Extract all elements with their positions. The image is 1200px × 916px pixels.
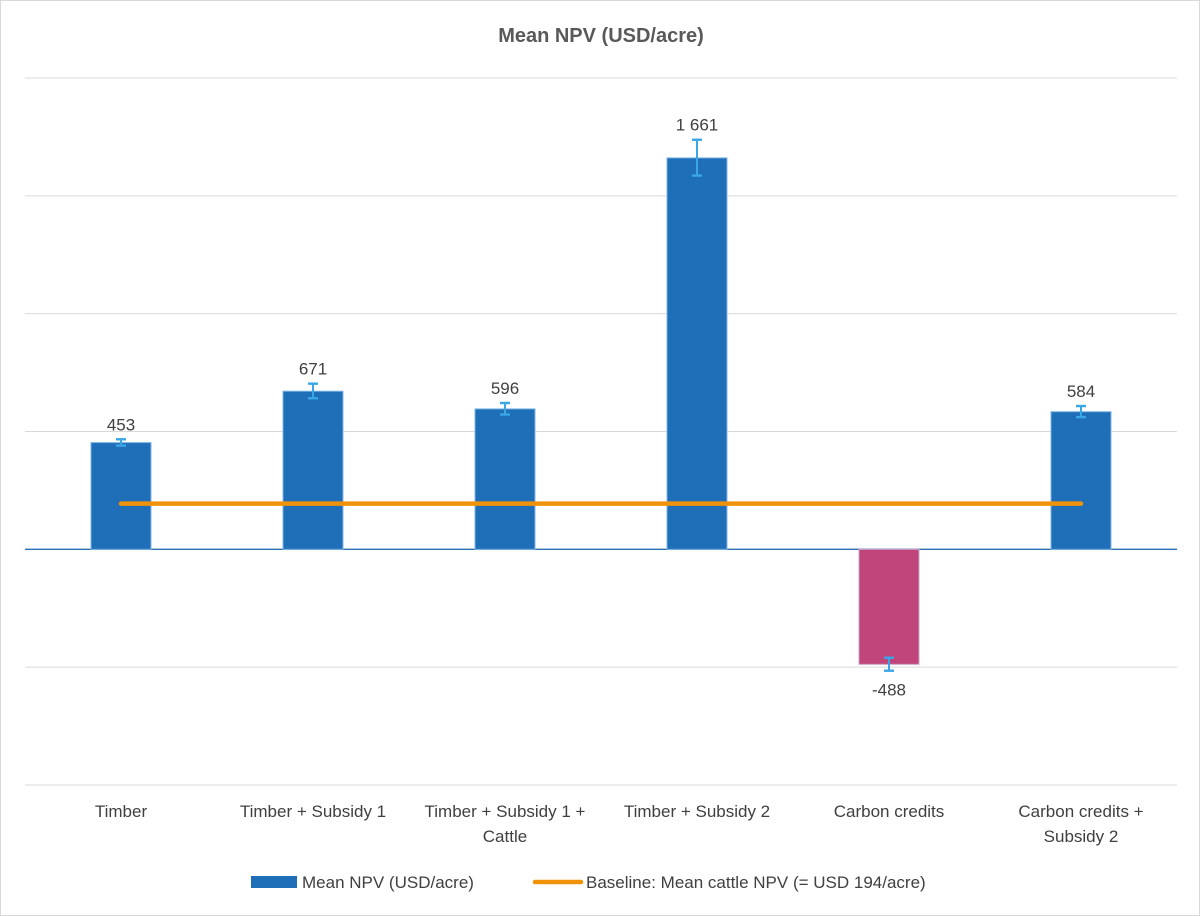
data-label: 584 (1067, 382, 1095, 401)
data-label: -488 (872, 681, 906, 700)
legend-label: Mean NPV (USD/acre) (302, 873, 474, 892)
bar (858, 548, 920, 665)
bar (90, 442, 152, 550)
legend: Mean NPV (USD/acre) Baseline: Mean cattle… (251, 873, 926, 892)
legend-swatch-bar (251, 876, 297, 888)
category-label: Timber (95, 802, 148, 821)
error-bar-layer (116, 138, 1086, 672)
category-label: Timber + Subsidy 1 + (425, 802, 586, 821)
data-label: 1 661 (676, 116, 719, 135)
data-label: 596 (491, 379, 519, 398)
category-label: Timber + Subsidy 1 (240, 802, 386, 821)
grid-layer (25, 77, 1177, 786)
category-label: Carbon credits (834, 802, 945, 821)
category-label: Cattle (483, 827, 527, 846)
data-label-layer: 453 671 596 1 661 -488 584 (107, 116, 1095, 700)
bar (666, 157, 728, 550)
category-label-layer: Timber Timber + Subsidy 1 Timber + Subsidy… (95, 802, 1144, 846)
bar (282, 390, 344, 550)
data-label: 671 (299, 360, 327, 379)
bar (1050, 411, 1112, 550)
bar-layer (90, 157, 1112, 665)
category-label: Timber + Subsidy 2 (624, 802, 770, 821)
category-label: Carbon credits + (1018, 802, 1143, 821)
bar (474, 408, 536, 550)
data-label: 453 (107, 415, 135, 434)
category-label: Subsidy 2 (1044, 827, 1119, 846)
chart-title: Mean NPV (USD/acre) (498, 25, 704, 47)
legend-label: Baseline: Mean cattle NPV (= USD 194/acr… (586, 873, 926, 892)
